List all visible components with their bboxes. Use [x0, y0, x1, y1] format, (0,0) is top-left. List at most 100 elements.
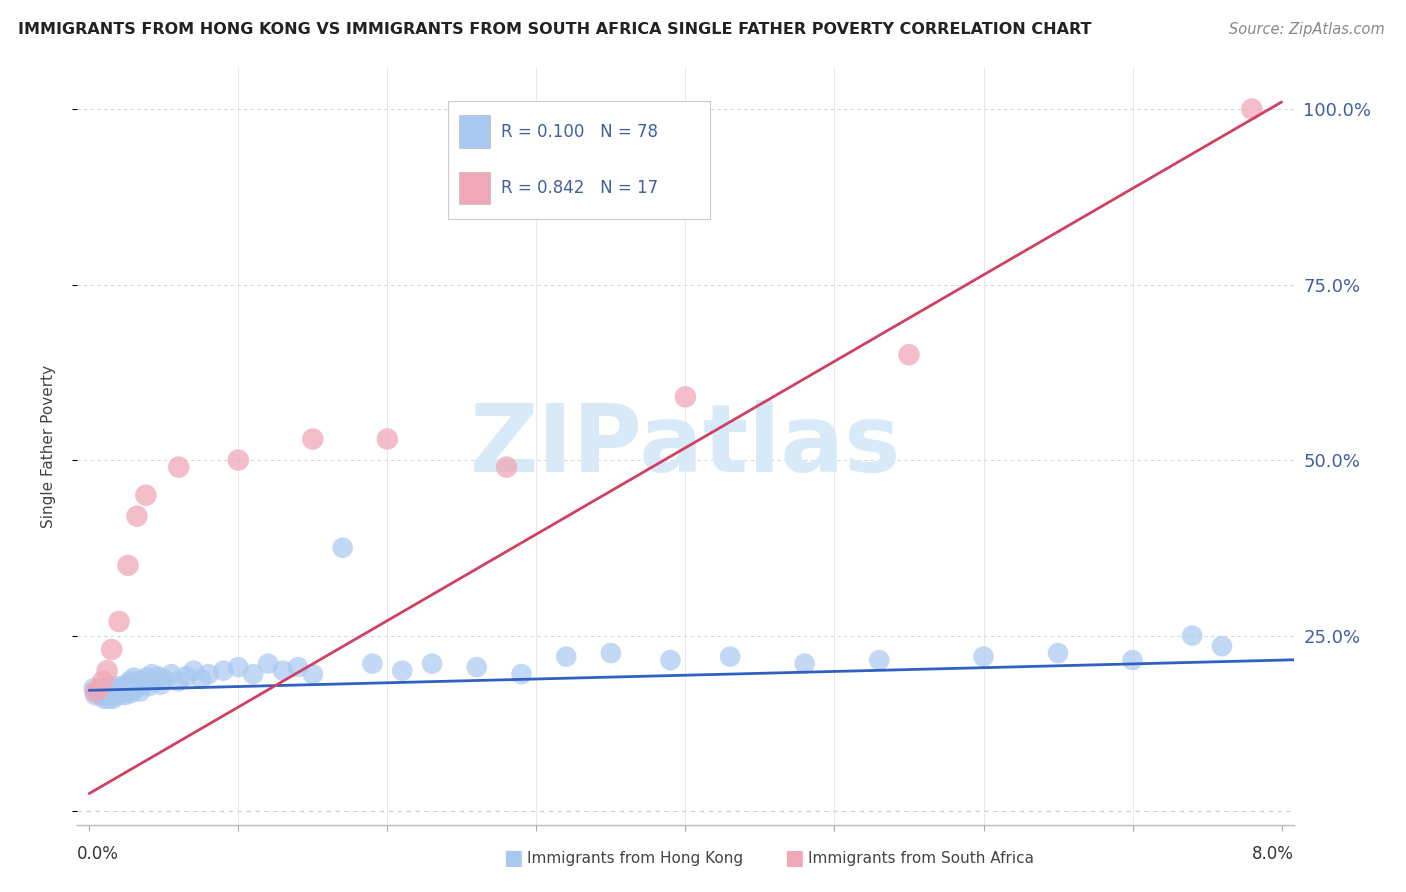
Point	[101, 681, 124, 696]
Point	[98, 683, 121, 698]
Text: Immigrants from South Africa: Immigrants from South Africa	[808, 851, 1035, 865]
Point	[90, 686, 112, 700]
Point	[146, 669, 169, 683]
Point	[1047, 646, 1070, 660]
Point	[110, 686, 132, 700]
Point	[197, 667, 219, 681]
Point	[138, 679, 160, 693]
Point	[301, 667, 323, 681]
Point	[174, 669, 197, 683]
Point	[107, 688, 129, 702]
Point	[167, 674, 190, 689]
Point	[117, 678, 139, 692]
Point	[242, 667, 264, 681]
Point	[108, 684, 131, 698]
Y-axis label: Single Father Poverty: Single Father Poverty	[42, 365, 56, 527]
Point	[226, 660, 249, 674]
Text: ■: ■	[503, 848, 523, 868]
Point	[105, 679, 128, 693]
Point	[94, 688, 117, 702]
Point	[718, 649, 741, 664]
Point	[91, 674, 114, 689]
Point	[160, 667, 183, 681]
Point	[83, 681, 105, 696]
Point	[104, 686, 127, 700]
Point	[96, 684, 118, 698]
Point	[111, 683, 134, 698]
Text: Immigrants from Hong Kong: Immigrants from Hong Kong	[527, 851, 744, 865]
Point	[100, 688, 122, 702]
Point	[361, 657, 384, 671]
Point	[301, 432, 323, 446]
Text: 8.0%: 8.0%	[1251, 845, 1294, 863]
Text: IMMIGRANTS FROM HONG KONG VS IMMIGRANTS FROM SOUTH AFRICA SINGLE FATHER POVERTY : IMMIGRANTS FROM HONG KONG VS IMMIGRANTS …	[18, 22, 1092, 37]
Text: Source: ZipAtlas.com: Source: ZipAtlas.com	[1229, 22, 1385, 37]
Point	[391, 664, 413, 678]
Point	[115, 684, 138, 698]
Point	[89, 681, 111, 696]
Point	[93, 686, 115, 700]
Point	[100, 684, 122, 698]
Point	[108, 615, 131, 629]
Point	[1211, 639, 1233, 653]
Point	[898, 348, 921, 362]
Point	[257, 657, 280, 671]
Point	[86, 684, 108, 698]
Point	[510, 667, 533, 681]
Point	[675, 390, 697, 404]
Point	[973, 649, 995, 664]
Point	[118, 674, 141, 689]
Point	[132, 678, 155, 692]
Point	[93, 691, 115, 706]
Point	[108, 681, 131, 696]
Point	[105, 683, 128, 698]
Point	[122, 683, 145, 698]
Point	[183, 664, 205, 678]
Point	[375, 432, 398, 446]
Point	[190, 672, 212, 686]
Point	[420, 657, 443, 671]
Point	[122, 671, 145, 685]
Point	[332, 541, 354, 555]
Point	[87, 683, 110, 698]
Point	[96, 664, 118, 678]
Point	[495, 460, 517, 475]
Point	[226, 453, 249, 467]
Point	[135, 488, 157, 502]
Point	[87, 686, 110, 700]
Point	[212, 664, 235, 678]
Point	[125, 509, 148, 524]
Point	[97, 691, 120, 706]
Point	[465, 660, 488, 674]
Text: 0.0%: 0.0%	[77, 845, 120, 863]
Point	[114, 688, 136, 702]
Point	[112, 679, 135, 693]
Point	[98, 686, 121, 700]
Point	[91, 683, 114, 698]
Point	[167, 460, 190, 475]
Point	[793, 657, 815, 671]
Point	[287, 660, 309, 674]
Point	[868, 653, 890, 667]
Text: ■: ■	[785, 848, 804, 868]
Point	[152, 672, 174, 686]
Point	[84, 684, 107, 698]
Point	[117, 558, 139, 573]
Point	[84, 688, 107, 702]
Point	[96, 681, 118, 696]
Point	[127, 674, 149, 689]
Point	[125, 679, 148, 693]
Point	[135, 671, 157, 685]
Point	[90, 688, 112, 702]
Point	[129, 684, 152, 698]
Point	[555, 649, 578, 664]
Point	[120, 686, 142, 700]
Point	[271, 664, 294, 678]
Point	[1122, 653, 1144, 667]
Point	[100, 642, 122, 657]
Point	[1181, 629, 1204, 643]
Point	[599, 646, 621, 660]
Text: ZIPatlas: ZIPatlas	[470, 400, 901, 492]
Point	[149, 678, 172, 692]
Point	[89, 684, 111, 698]
